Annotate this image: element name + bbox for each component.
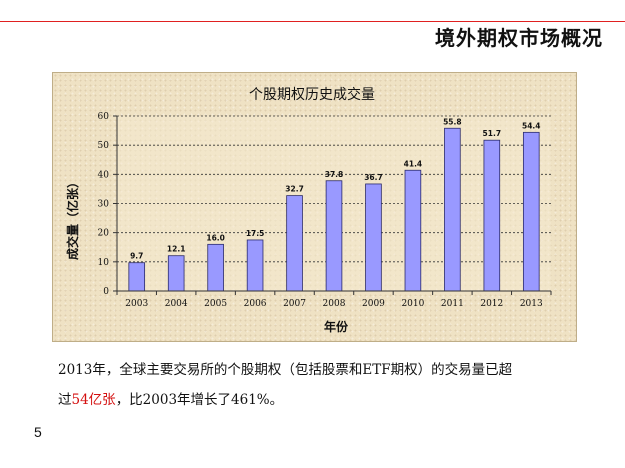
chart-title: 个股期权历史成交量 [249,86,375,103]
bar-2013 [522,131,540,292]
x-tick-label-2006: 2006 [244,299,267,309]
data-label-2007: 32.7 [285,185,304,194]
chart-panel: 个股期权历史成交量 0 10 20 30 40 50 60 2003 2004 2005 2006 2… [52,72,577,342]
y-tick-label: 20 [98,229,110,239]
bar-2010 [404,169,422,292]
x-tick-label-2012: 2012 [480,299,503,309]
x-tick-label-2010: 2010 [401,299,424,309]
caption-highlight: 54亿张 [71,392,116,408]
y-tick-label: 10 [98,258,110,268]
data-label-2010: 41.4 [404,159,423,168]
x-tick-label-2013: 2013 [520,299,543,309]
data-label-2005: 16.0 [206,233,225,242]
caption-line-2: 过54亿张，比2003年增长了461%。 [58,385,598,415]
caption-line-2-prefix: 过 [58,392,72,408]
x-tick-label-2008: 2008 [323,299,346,309]
data-label-2004: 12.1 [167,245,186,254]
bar-2005 [207,243,224,292]
bar-2003 [128,262,146,292]
bar-chart: 个股期权历史成交量 0 10 20 30 40 50 60 2003 2004 2005 2006 2… [65,86,552,334]
y-tick-label: 50 [98,141,110,151]
x-tick-label-2007: 2007 [283,299,306,309]
x-tick-label-2004: 2004 [165,299,188,309]
x-tick-label-2003: 2003 [125,299,148,309]
x-tick-label-2005: 2005 [204,299,227,309]
header-rule [0,21,625,22]
bar-2011 [444,127,461,292]
data-label-2006: 17.5 [246,229,265,238]
caption: 2013年，全球主要交易所的个股期权（包括股票和ETF期权）的交易量已超 过54… [58,355,598,415]
y-tick-label: 30 [98,200,110,210]
y-axis-title: 成交量（亿张） [65,176,80,260]
y-tick-label: 0 [103,287,109,297]
data-label-2012: 51.7 [483,129,502,138]
x-tick-label-2009: 2009 [362,299,385,309]
caption-line-2-suffix: ，比2003年增长了461%。 [115,392,284,408]
data-label-2008: 37.8 [325,170,344,179]
bar-2008 [325,180,343,292]
bar-2006 [246,239,264,292]
y-tick-label: 60 [98,112,110,122]
data-label-2013: 54.4 [522,121,541,130]
x-tick-label-2011: 2011 [441,299,464,309]
page-number: 5 [34,424,42,440]
data-label-2011: 55.8 [443,117,462,126]
y-tick-label: 40 [98,170,110,180]
bar-2004 [167,255,185,292]
caption-line-1: 2013年，全球主要交易所的个股期权（包括股票和ETF期权）的交易量已超 [58,362,513,378]
bar-2007 [286,195,303,292]
slide-title: 境外期权市场概况 [435,26,603,50]
x-axis-title: 年份 [324,319,349,334]
bar-2012 [483,139,501,292]
bar-2009 [365,183,382,292]
data-label-2009: 36.7 [364,173,383,182]
data-label-2003: 9.7 [130,252,143,261]
